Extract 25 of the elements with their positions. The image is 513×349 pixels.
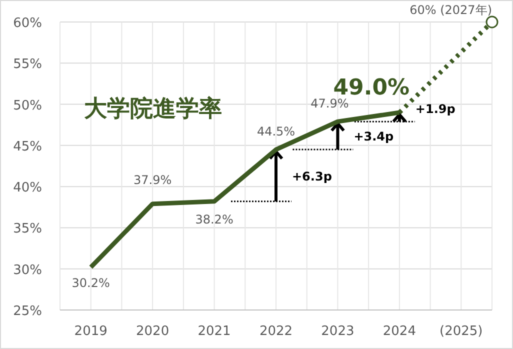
y-tick-label: 25%: [13, 304, 42, 319]
x-tick-label: 2024: [382, 324, 416, 339]
text: 大学院進学率: [84, 95, 222, 122]
y-tick-label: 55%: [13, 57, 42, 72]
x-tick-label: 2022: [259, 324, 293, 339]
data-label: 38.2%: [195, 212, 234, 226]
annotation: +1.9p: [415, 102, 456, 116]
x-tick-label: 2021: [198, 324, 231, 339]
y-tick-label: 30%: [13, 262, 42, 278]
x-tick-label: 2020: [136, 324, 170, 339]
x-tick-label: 2023: [321, 324, 354, 339]
annotation: +3.4p: [354, 130, 394, 144]
annotation: 60% (2027年): [410, 3, 492, 17]
y-tick-label: 40%: [13, 180, 42, 196]
x-tick-label: (2025): [440, 324, 483, 339]
y-tick-label: 50%: [13, 98, 42, 114]
y-tick-label: 60%: [13, 16, 42, 31]
data-label: 44.5%: [256, 124, 296, 139]
data-label: 30.2%: [72, 276, 110, 290]
y-tick-label: 35%: [13, 222, 42, 237]
data-label: 37.9%: [134, 172, 172, 187]
y-tick-label: 45%: [13, 139, 42, 154]
data-label: 47.9%: [310, 96, 349, 111]
x-tick-label: 2019: [74, 324, 108, 339]
annotation: +6.3p: [292, 169, 332, 184]
